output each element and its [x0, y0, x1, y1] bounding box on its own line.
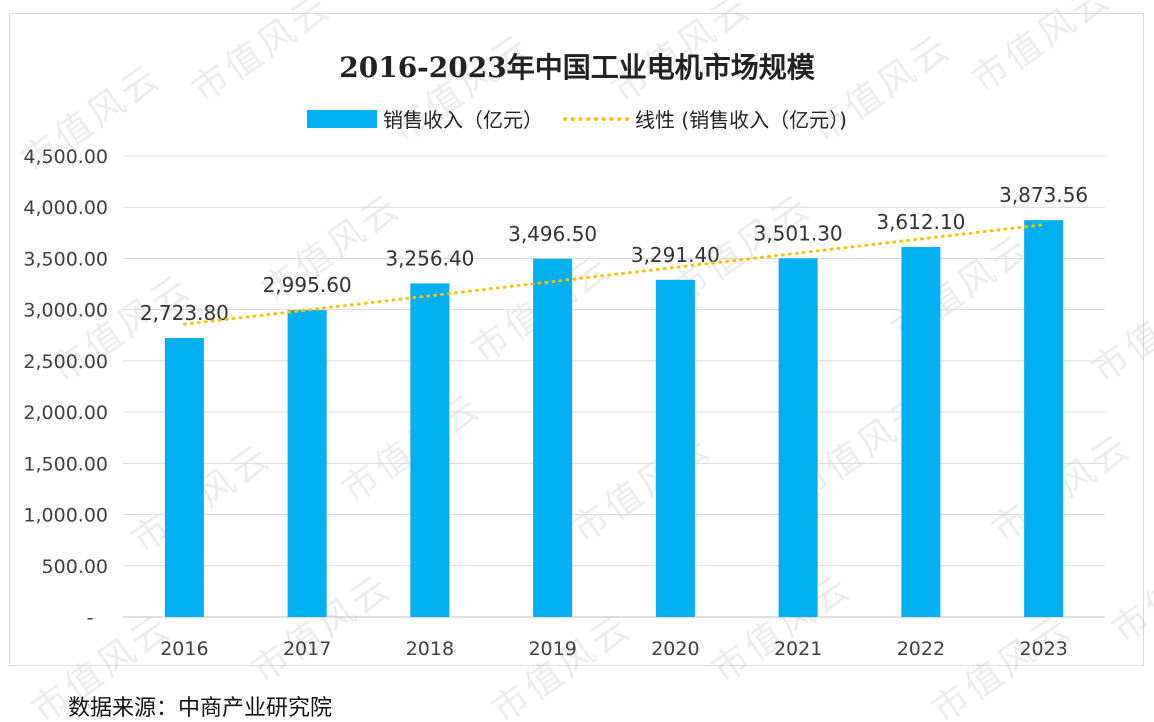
data-label: 2,995.60 — [263, 273, 352, 297]
x-tick-label: 2019 — [528, 638, 576, 660]
chart-title: 2016-2023年中国工业电机市场规模 — [339, 51, 815, 84]
bar-2022 — [901, 246, 941, 617]
bar-2023 — [1024, 220, 1064, 617]
source-note: 数据来源：中商产业研究院 — [68, 696, 333, 721]
data-label: 3,256.40 — [385, 246, 474, 270]
chart-legend: 销售收入（亿元） 线性 (销售收入（亿元）) — [0, 104, 1154, 133]
y-tick-label: 3,500.00 — [23, 248, 108, 270]
x-tick-label: 2018 — [406, 638, 454, 660]
y-tick-label: - — [87, 607, 94, 629]
x-tick-label: 2022 — [897, 638, 945, 660]
data-label: 3,501.30 — [754, 221, 843, 245]
x-tick-label: 2020 — [651, 638, 699, 660]
bar-2016 — [164, 337, 204, 617]
bar-2019 — [533, 258, 573, 617]
legend-label-trendline: 线性 (销售收入（亿元）) — [635, 108, 847, 132]
x-tick-label: 2021 — [774, 638, 822, 660]
legend-swatch-bar — [307, 109, 378, 128]
y-tick-label: 1,000.00 — [23, 505, 108, 527]
y-tick-label: 2,500.00 — [23, 351, 108, 373]
x-tick-label: 2023 — [1019, 638, 1067, 660]
y-tick-label: 3,000.00 — [23, 300, 108, 322]
data-label: 3,496.50 — [508, 222, 597, 246]
data-label: 3,612.10 — [876, 210, 965, 234]
data-label: 3,873.56 — [999, 183, 1088, 207]
bar-2020 — [655, 279, 695, 617]
data-label: 2,723.80 — [140, 301, 229, 325]
bar-2017 — [287, 310, 327, 617]
y-tick-label: 1,500.00 — [23, 453, 108, 475]
x-tick-label: 2016 — [160, 638, 208, 660]
y-tick-label: 4,000.00 — [23, 197, 108, 219]
y-tick-label: 2,000.00 — [23, 402, 108, 424]
y-tick-label: 4,500.00 — [23, 146, 108, 168]
legend-item-trendline: 线性 (销售收入（亿元）) — [563, 104, 847, 133]
x-tick-label: 2017 — [283, 638, 331, 660]
legend-swatch-trendline — [563, 116, 630, 121]
y-tick-label: 500.00 — [42, 556, 108, 578]
legend-item-sales: 销售收入（亿元） — [307, 104, 543, 133]
bar-2018 — [410, 283, 450, 617]
bar-2021 — [778, 258, 818, 617]
legend-label-sales: 销售收入（亿元） — [383, 108, 544, 132]
trendline — [182, 223, 1046, 326]
